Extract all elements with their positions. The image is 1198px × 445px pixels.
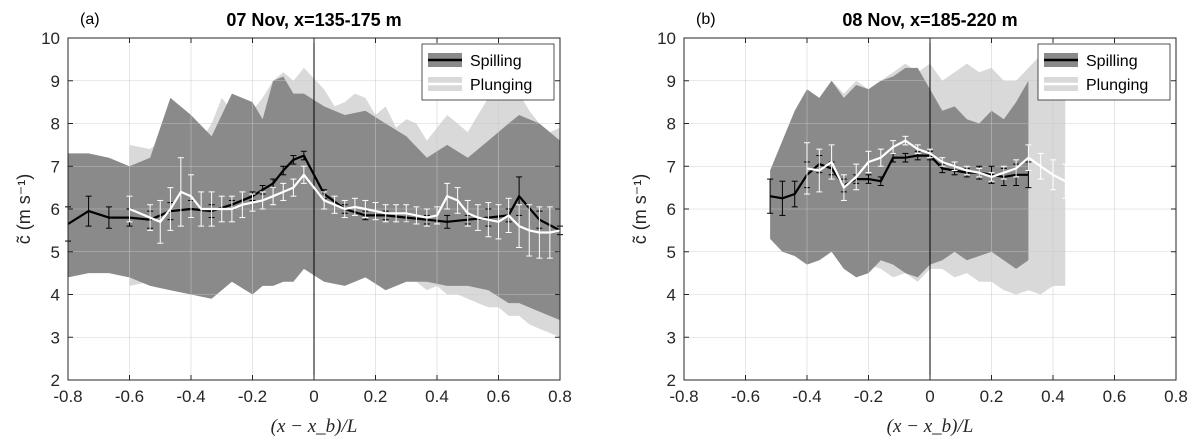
x-tick-label: 0.4 xyxy=(1041,387,1065,406)
x-tick-label: 0.8 xyxy=(1164,387,1188,406)
legend-label-plunging: Plunging xyxy=(470,77,532,94)
y-tick-label: 3 xyxy=(51,328,60,347)
y-tick-label: 6 xyxy=(51,200,60,219)
panel-label: (b) xyxy=(696,11,716,28)
x-tick-label: 0.2 xyxy=(980,387,1004,406)
y-tick-label: 8 xyxy=(51,115,60,134)
x-tick-label: -0.2 xyxy=(238,387,267,406)
y-tick-label: 10 xyxy=(41,29,60,48)
y-tick-label: 10 xyxy=(657,29,676,48)
y-tick-label: 6 xyxy=(667,200,676,219)
x-tick-label: -0.6 xyxy=(115,387,144,406)
legend-label-spilling: Spilling xyxy=(470,53,522,70)
x-tick-label: -0.4 xyxy=(792,387,821,406)
y-tick-label: 2 xyxy=(51,371,60,390)
y-axis-label: c̃ (m s⁻¹) xyxy=(14,174,34,244)
panel-label: (a) xyxy=(80,11,100,28)
x-tick-label: 0 xyxy=(925,387,934,406)
y-axis-label: c̃ (m s⁻¹) xyxy=(630,174,650,244)
legend: Spilling Plunging xyxy=(422,44,554,100)
y-tick-label: 3 xyxy=(667,328,676,347)
x-tick-label: 0.8 xyxy=(548,387,572,406)
x-tick-label: -0.2 xyxy=(854,387,883,406)
y-tick-label: 8 xyxy=(667,115,676,134)
legend: Spilling Plunging xyxy=(1038,44,1170,100)
y-tick-label: 7 xyxy=(667,157,676,176)
x-axis-label: (x − x_b)/L xyxy=(887,416,974,437)
x-axis-label: (x − x_b)/L xyxy=(271,416,358,437)
x-tick-label: -0.4 xyxy=(176,387,205,406)
x-tick-label: 0 xyxy=(309,387,318,406)
x-tick-label: -0.6 xyxy=(731,387,760,406)
chart-title: 07 Nov, x=135-175 m xyxy=(226,10,401,30)
x-tick-label: 0.2 xyxy=(364,387,388,406)
y-tick-label: 4 xyxy=(51,286,60,305)
y-tick-label: 5 xyxy=(667,243,676,262)
x-tick-label: 0.6 xyxy=(1103,387,1127,406)
y-tick-label: 4 xyxy=(667,286,676,305)
legend-label-spilling: Spilling xyxy=(1086,53,1138,70)
y-tick-label: 7 xyxy=(51,157,60,176)
legend-label-plunging: Plunging xyxy=(1086,77,1148,94)
y-tick-label: 5 xyxy=(51,243,60,262)
y-tick-label: 9 xyxy=(51,72,60,91)
x-tick-label: 0.6 xyxy=(487,387,511,406)
y-tick-label: 2 xyxy=(667,371,676,390)
y-tick-label: 9 xyxy=(667,72,676,91)
x-tick-label: 0.4 xyxy=(425,387,449,406)
chart-title: 08 Nov, x=185-220 m xyxy=(842,10,1017,30)
